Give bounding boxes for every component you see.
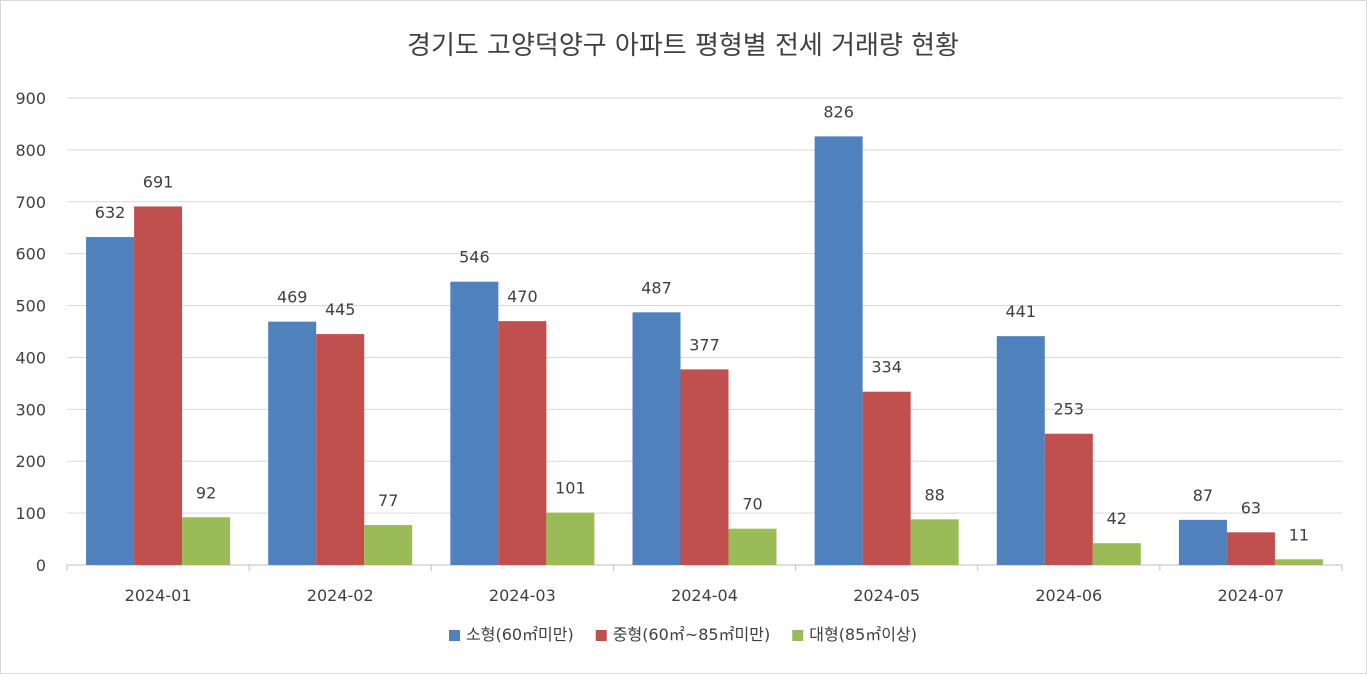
y-tick-label: 300	[15, 400, 46, 419]
y-tick-label: 100	[15, 504, 46, 523]
x-tick-label: 2024-02	[307, 586, 374, 605]
data-label: 101	[555, 479, 586, 498]
bar	[364, 525, 413, 565]
legend-item: 소형(60㎡미만)	[449, 625, 574, 644]
data-label: 87	[1193, 486, 1213, 505]
bar	[546, 512, 595, 565]
bar	[316, 334, 365, 565]
bar	[1092, 543, 1141, 565]
y-tick-label: 600	[15, 245, 46, 264]
legend-label: 대형(85㎡이상)	[809, 625, 917, 644]
legend-swatch	[595, 630, 607, 641]
bar	[450, 281, 499, 565]
bar	[632, 312, 681, 565]
data-label: 42	[1107, 509, 1127, 528]
y-tick-label: 400	[15, 348, 46, 367]
bar	[268, 321, 317, 565]
legend-swatch	[792, 630, 804, 641]
data-label: 377	[689, 335, 720, 354]
data-label: 63	[1241, 498, 1261, 517]
bar	[498, 321, 547, 565]
data-label: 470	[507, 287, 538, 306]
data-label: 77	[378, 491, 398, 510]
bar	[996, 336, 1045, 565]
data-label: 826	[823, 102, 854, 121]
x-tick-label: 2024-04	[671, 586, 738, 605]
bar	[680, 369, 729, 565]
y-tick-label: 900	[15, 89, 46, 108]
y-tick-label: 200	[15, 452, 46, 471]
bar	[862, 391, 911, 565]
bar	[814, 136, 863, 566]
y-tick-label: 500	[15, 297, 46, 316]
bar	[86, 237, 135, 565]
data-label: 441	[1006, 302, 1037, 321]
data-label: 11	[1289, 525, 1309, 544]
legend-label: 중형(60㎡~85㎡미만)	[613, 625, 771, 644]
data-label: 487	[641, 278, 672, 297]
data-label: 70	[742, 495, 762, 514]
x-tick-label: 2024-07	[1217, 586, 1284, 605]
x-tick-label: 2024-01	[125, 586, 192, 605]
data-label: 445	[325, 300, 356, 319]
bar	[728, 528, 777, 565]
x-tick-label: 2024-05	[853, 586, 920, 605]
y-tick-label: 800	[15, 141, 46, 160]
data-label: 88	[924, 485, 944, 504]
data-label: 691	[143, 172, 174, 191]
data-label: 632	[95, 203, 126, 222]
x-tick-label: 2024-06	[1035, 586, 1102, 605]
bar	[134, 206, 183, 565]
bar	[1226, 532, 1275, 565]
data-label: 546	[459, 248, 490, 267]
legend-item: 대형(85㎡이상)	[792, 625, 917, 644]
data-label: 334	[871, 358, 902, 377]
data-label: 469	[277, 288, 308, 307]
x-tick-label: 2024-03	[489, 586, 556, 605]
chart-title: 경기도 고양덕양구 아파트 평형별 전세 거래량 현황	[407, 31, 959, 61]
legend-label: 소형(60㎡미만)	[466, 625, 574, 644]
y-tick-label: 0	[36, 556, 46, 575]
legend-item: 중형(60㎡~85㎡미만)	[595, 625, 771, 644]
data-label: 253	[1054, 400, 1085, 419]
bar	[1044, 433, 1093, 565]
y-tick-label: 700	[15, 193, 46, 212]
bar	[1274, 559, 1323, 565]
data-label: 92	[196, 483, 216, 502]
legend-swatch	[449, 630, 461, 641]
bar	[1178, 519, 1227, 565]
bar	[910, 519, 959, 565]
bar	[182, 517, 231, 565]
